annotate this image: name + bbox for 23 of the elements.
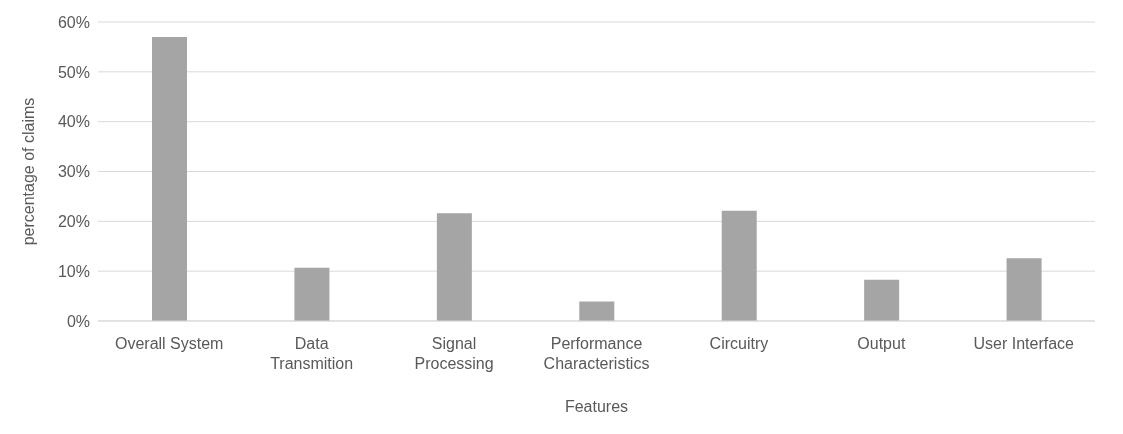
x-tick-label: Data Transmition [270, 335, 354, 372]
x-tick-label: Signal Processing [414, 335, 494, 372]
x-tick-label: Circuitry [709, 335, 769, 352]
y-tick-label: 40% [57, 113, 90, 131]
bar [436, 213, 472, 321]
bar [152, 36, 187, 321]
y-tick-label: 10% [57, 262, 90, 280]
bar [579, 301, 615, 321]
y-tick-label: 20% [57, 213, 90, 231]
y-tick-label: 0% [66, 312, 90, 330]
bar [864, 279, 900, 321]
x-tick-label: Performance Characteristics [543, 335, 650, 372]
x-axis-title: Features [564, 398, 629, 415]
x-tick-label: Overall System [114, 335, 224, 352]
y-axis-title: percentage of claims [19, 97, 37, 246]
bar [1006, 258, 1042, 321]
y-tick-label: 50% [57, 63, 90, 81]
bar [721, 210, 757, 321]
x-tick-label: User Interface [973, 335, 1075, 352]
y-tick-label: 30% [57, 163, 90, 181]
bar [294, 267, 330, 321]
y-tick-label: 60% [57, 13, 90, 31]
x-tick-label: Output [857, 335, 906, 352]
